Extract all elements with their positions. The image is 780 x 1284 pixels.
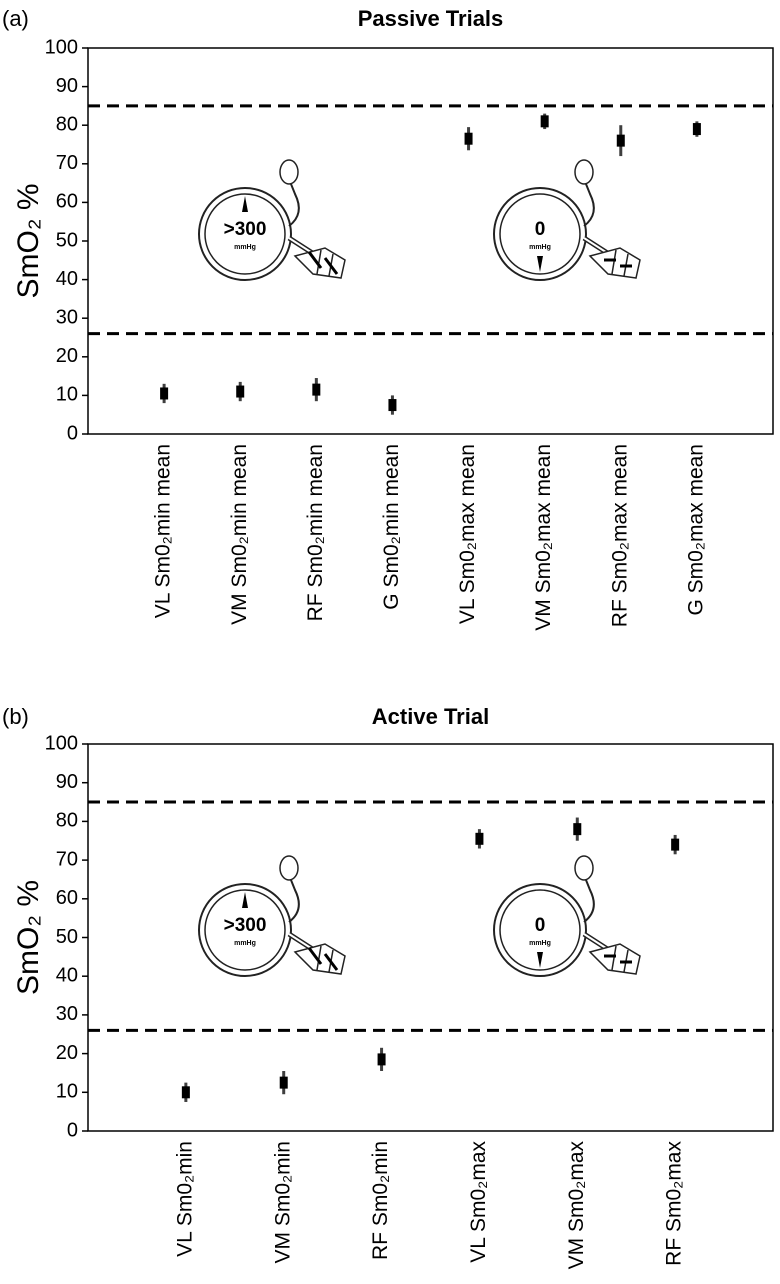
x-tick-label: RF Sm0₂max (663, 1141, 686, 1266)
panel-label: (a) (2, 6, 29, 31)
y-tick-label: 50 (56, 229, 78, 251)
y-tick-label: 20 (56, 1042, 78, 1064)
y-tick-label: 40 (56, 268, 78, 290)
x-tick-label: VL Sm0₂max mean (456, 444, 479, 624)
marker (573, 823, 582, 836)
x-tick-label: VM Sm0₂min (271, 1141, 294, 1264)
gauge-needle (537, 952, 543, 968)
tube (288, 879, 300, 923)
x-tick-label: RF Sm0₂max mean (608, 444, 631, 627)
y-tick-label: 10 (56, 1081, 78, 1103)
arrow (307, 947, 323, 965)
gauge-inner (204, 889, 286, 971)
marker (160, 387, 169, 400)
x-tick-label: VL Sm0₂max (467, 1141, 490, 1263)
marker (475, 832, 484, 845)
tube (583, 879, 595, 923)
bulb (279, 159, 299, 185)
bulb (279, 855, 299, 881)
marker (540, 115, 549, 128)
tube (583, 183, 595, 227)
panel-label: (b) (2, 704, 29, 729)
marker (671, 838, 680, 851)
marker (377, 1053, 386, 1066)
marker (279, 1076, 288, 1089)
y-tick-label: 50 (56, 926, 78, 948)
x-tick-label: VM Sm0₂min mean (228, 444, 251, 625)
y-tick-label: 40 (56, 964, 78, 986)
gauge-needle (242, 196, 248, 212)
y-tick-label: 80 (56, 113, 78, 135)
arrow (307, 251, 323, 269)
y-tick-label: 80 (56, 810, 78, 832)
marker (181, 1086, 190, 1099)
marker (236, 385, 245, 398)
bulb (574, 159, 594, 185)
gauge-needle (537, 256, 543, 272)
y-tick-label: 30 (56, 306, 78, 328)
gauge-unit: mmHg (529, 244, 551, 251)
y-tick-label: 60 (56, 191, 78, 213)
chart-panel: (a) Passive Trials SmO₂ % 0 10 20 30 40 50 60 70 80… (2, 6, 774, 631)
y-tick-label: 30 (56, 1003, 78, 1025)
y-tick-label: 90 (56, 771, 78, 793)
gauge-inner (499, 889, 581, 971)
chart-title: Passive Trials (358, 6, 504, 31)
y-tick-label: 20 (56, 345, 78, 367)
y-tick-label: 70 (56, 152, 78, 174)
gauge-reading: >300 (224, 219, 267, 240)
gauge-reading: 0 (535, 915, 546, 936)
y-tick-label: 90 (56, 75, 78, 97)
marker (388, 399, 397, 412)
gauge-outer (493, 883, 587, 977)
y-tick-label: 0 (67, 422, 78, 444)
tube (288, 183, 300, 227)
gauge-inner (499, 193, 581, 275)
x-tick-label: VL Sm0₂min (173, 1141, 196, 1257)
plot-frame (87, 47, 774, 435)
y-tick-label: 70 (56, 848, 78, 870)
chart-panel: (b) Active Trial SmO₂ % 0 10 20 30 40 50 60 70 80 90… (2, 704, 774, 1270)
y-tick-label: 100 (45, 36, 78, 58)
y-axis-title: SmO₂ % (12, 880, 45, 995)
gauge-outer (493, 187, 587, 281)
chart-title: Active Trial (372, 704, 489, 729)
plot-frame (87, 743, 774, 1132)
x-tick-label: G Sm0₂min mean (380, 444, 403, 610)
gauge-unit: mmHg (234, 244, 256, 251)
gauge-outer (198, 883, 292, 977)
marker (692, 123, 701, 136)
x-tick-label: VL Sm0₂min mean (152, 444, 175, 618)
x-tick-label: VM Sm0₂max mean (532, 444, 555, 631)
y-tick-label: 0 (67, 1119, 78, 1141)
arrow (323, 257, 339, 275)
gauge-reading: >300 (224, 915, 267, 936)
gauge-reading: 0 (535, 219, 546, 240)
bulb (574, 855, 594, 881)
marker (616, 134, 625, 147)
y-tick-label: 100 (45, 732, 78, 754)
y-tick-label: 60 (56, 887, 78, 909)
gauge-needle (242, 892, 248, 908)
gauge-unit: mmHg (234, 940, 256, 947)
marker (312, 383, 321, 396)
x-tick-label: RF Sm0₂min mean (304, 444, 327, 621)
arrow (323, 953, 339, 971)
gauge-unit: mmHg (529, 940, 551, 947)
marker (464, 132, 473, 145)
y-tick-label: 10 (56, 384, 78, 406)
x-tick-label: VM Sm0₂max (565, 1141, 588, 1270)
y-axis-title: SmO₂ % (12, 184, 45, 299)
x-tick-label: RF Sm0₂min (369, 1141, 392, 1260)
gauge-inner (204, 193, 286, 275)
gauge-outer (198, 187, 292, 281)
x-tick-label: G Sm0₂max mean (684, 444, 707, 616)
